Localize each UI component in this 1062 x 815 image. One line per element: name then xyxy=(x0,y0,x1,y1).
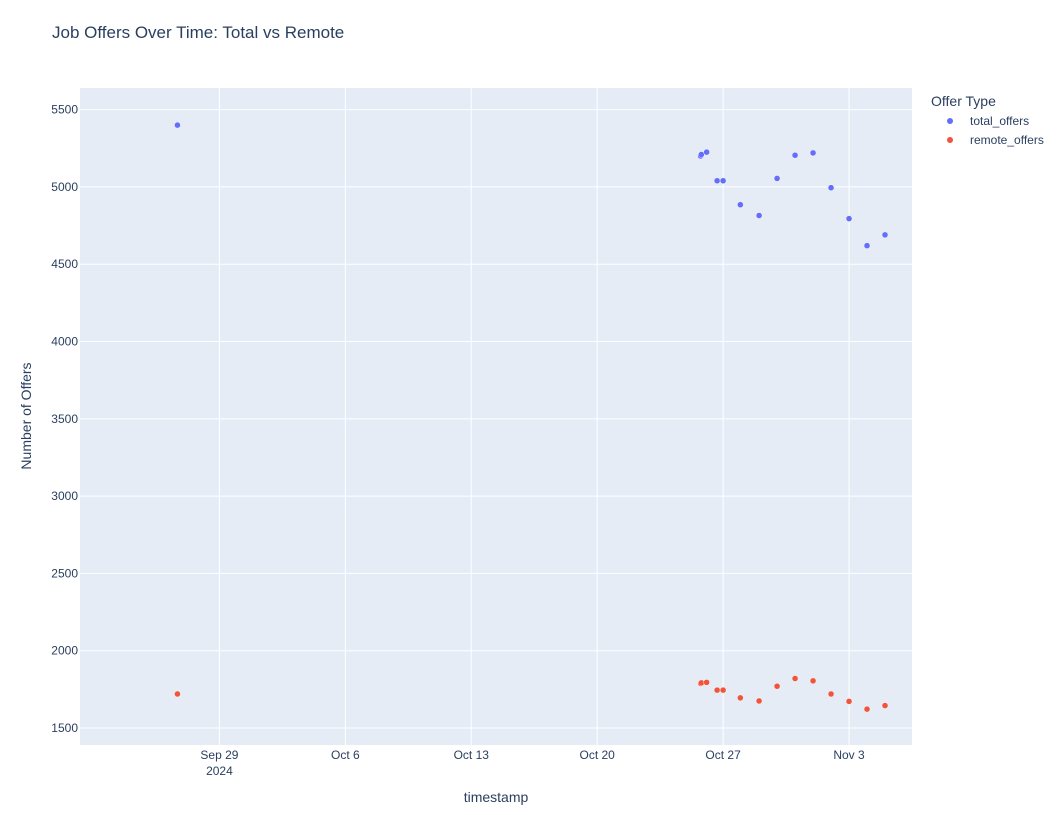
y-tick-label: 2000 xyxy=(51,644,78,658)
data-point[interactable] xyxy=(809,677,817,685)
data-point[interactable] xyxy=(703,148,710,156)
data-point[interactable] xyxy=(863,242,871,249)
x-tick-label: Oct 20 xyxy=(580,748,616,762)
legend-item-total_offers[interactable]: total_offers xyxy=(947,114,1029,128)
data-point[interactable] xyxy=(791,152,799,159)
data-point[interactable] xyxy=(773,175,781,182)
y-tick-label: 4000 xyxy=(51,335,78,349)
y-tick-label: 5000 xyxy=(51,180,78,194)
data-point[interactable] xyxy=(719,177,727,184)
data-point[interactable] xyxy=(719,686,727,694)
data-point[interactable] xyxy=(713,686,721,694)
data-point[interactable] xyxy=(703,679,710,686)
x-tick-label: Oct 27 xyxy=(705,748,741,762)
data-point[interactable] xyxy=(174,121,181,129)
x-axis-title: timestamp xyxy=(464,789,529,805)
gridlines xyxy=(80,88,912,745)
data-point[interactable] xyxy=(845,215,853,222)
data-point[interactable] xyxy=(863,705,871,713)
legend[interactable]: Offer Type total_offers remote_offers xyxy=(931,93,1044,147)
y-tick-label: 3500 xyxy=(51,412,78,426)
data-point[interactable] xyxy=(755,212,763,219)
data-point[interactable] xyxy=(737,694,744,702)
data-point[interactable] xyxy=(755,697,763,705)
x-tick-label: Oct 13 xyxy=(454,748,490,762)
y-tick-label: 4500 xyxy=(51,257,78,271)
axis-ticks: 1500 2000 2500 3000 3500 4000 4500 5000 5500 Sep … xyxy=(51,103,865,778)
legend-marker xyxy=(947,137,953,143)
y-tick-label: 5500 xyxy=(51,103,78,117)
y-tick-label: 2500 xyxy=(51,566,78,580)
data-point[interactable] xyxy=(174,690,181,698)
plot-area xyxy=(80,88,912,745)
data-point[interactable] xyxy=(827,690,835,698)
legend-label: remote_offers xyxy=(970,133,1044,147)
data-point[interactable] xyxy=(698,151,705,158)
data-point[interactable] xyxy=(809,149,817,157)
legend-label: total_offers xyxy=(970,114,1029,128)
series-remote_offers xyxy=(174,675,889,713)
chart-title: Job Offers Over Time: Total vs Remote xyxy=(52,23,344,42)
x-tick-label: Sep 29 xyxy=(200,748,238,762)
legend-marker xyxy=(947,118,953,124)
x-tick-sublabel: 2024 xyxy=(206,764,233,778)
x-tick-label: Nov 3 xyxy=(833,748,865,762)
data-point[interactable] xyxy=(773,683,781,690)
data-point[interactable] xyxy=(881,231,889,239)
y-tick-label: 3000 xyxy=(51,489,78,503)
legend-title: Offer Type xyxy=(931,93,996,109)
legend-item-remote_offers[interactable]: remote_offers xyxy=(947,133,1044,147)
data-point[interactable] xyxy=(713,177,721,184)
y-axis-title: Number of Offers xyxy=(18,362,34,469)
data-point[interactable] xyxy=(881,702,889,709)
data-point[interactable] xyxy=(737,201,744,208)
x-tick-label: Oct 6 xyxy=(331,748,360,762)
data-point[interactable] xyxy=(827,184,835,191)
data-point[interactable] xyxy=(791,675,799,682)
series-total_offers xyxy=(174,121,889,249)
y-tick-label: 1500 xyxy=(51,721,78,735)
data-points[interactable] xyxy=(174,121,889,713)
data-point[interactable] xyxy=(845,698,853,705)
